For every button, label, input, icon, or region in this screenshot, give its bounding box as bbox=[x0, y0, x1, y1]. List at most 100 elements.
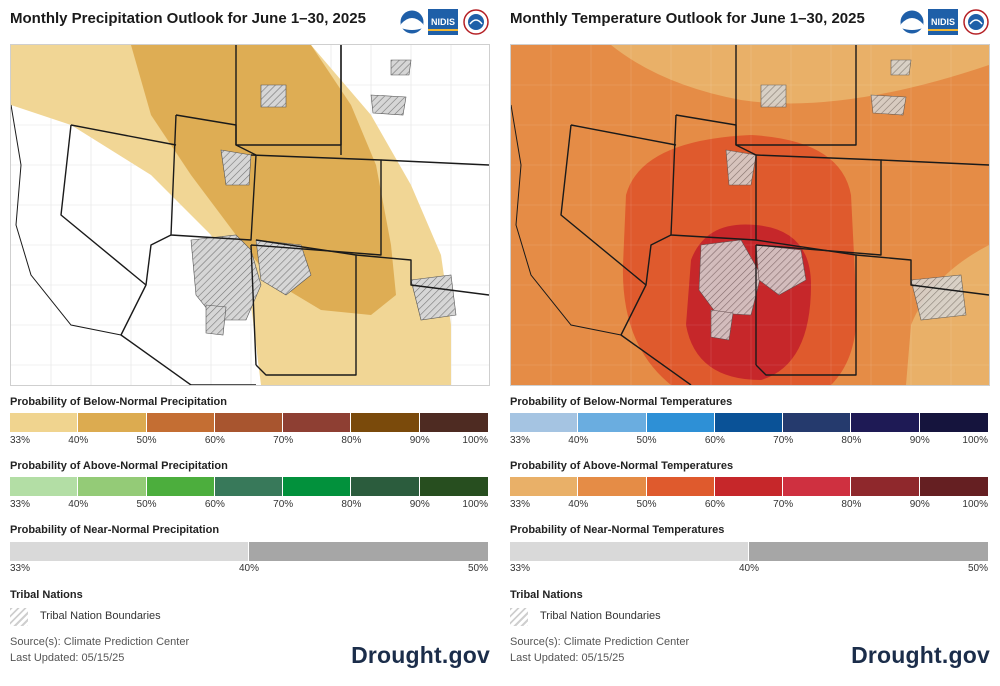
legend-tick-label: 70% bbox=[773, 435, 794, 446]
legend-tick-label: 33% bbox=[510, 435, 531, 446]
panel-title: Monthly Precipitation Outlook for June 1… bbox=[10, 10, 366, 27]
agency-logos: NIDIS bbox=[399, 9, 489, 35]
legend-tick-label: 50% bbox=[967, 563, 988, 574]
legend-heading-near: Probability of Near-Normal Temperatures bbox=[510, 524, 725, 536]
legend-tick-label: 70% bbox=[773, 499, 794, 510]
legend-swatch bbox=[78, 477, 147, 496]
panel-title: Monthly Temperature Outlook for June 1–3… bbox=[510, 10, 865, 27]
nws-logo-icon bbox=[463, 9, 489, 35]
legend-swatch bbox=[249, 542, 488, 561]
legend-tick-label: 40% bbox=[68, 435, 89, 446]
precipitation-outlook-map[interactable] bbox=[10, 44, 490, 386]
nidis-logo-icon: NIDIS bbox=[928, 9, 958, 35]
legend-swatch bbox=[351, 477, 420, 496]
legend-tick-label: 50% bbox=[136, 499, 157, 510]
legend-swatch bbox=[578, 413, 647, 432]
drought-gov-brand[interactable]: Drought.gov bbox=[851, 642, 990, 668]
tribal-heading: Tribal Nations bbox=[10, 589, 83, 601]
legend-swatch bbox=[851, 477, 920, 496]
legend-swatch bbox=[419, 413, 488, 432]
legend-tick-label: 60% bbox=[704, 499, 725, 510]
tribal-label: Tribal Nation Boundaries bbox=[40, 610, 161, 622]
legend-heading-above: Probability of Above-Normal Precipitatio… bbox=[10, 460, 228, 472]
legend-tick-label: 100% bbox=[462, 435, 488, 446]
legend-swatch bbox=[714, 477, 784, 496]
legend-swatch bbox=[10, 413, 79, 432]
legend-swatch bbox=[146, 413, 215, 432]
svg-text:NIDIS: NIDIS bbox=[431, 17, 455, 27]
legend-tick-label: 60% bbox=[204, 499, 225, 510]
legend-tick-label: 60% bbox=[204, 435, 225, 446]
legend-swatch bbox=[146, 477, 215, 496]
legend-swatch bbox=[10, 542, 249, 561]
legend-tick-label: 50% bbox=[636, 499, 657, 510]
legend-swatch bbox=[283, 413, 352, 432]
legend-tick-label: 50% bbox=[636, 435, 657, 446]
legend-swatch bbox=[510, 413, 579, 432]
legend-ticks-near: 33% 40% 50% bbox=[10, 563, 488, 577]
legend-heading-below: Probability of Below-Normal Temperatures bbox=[510, 396, 733, 408]
legend-bar-above bbox=[10, 477, 488, 496]
legend-tick-label: 90% bbox=[409, 499, 430, 510]
legend-tick-label: 60% bbox=[704, 435, 725, 446]
legend-heading-above: Probability of Above-Normal Temperatures bbox=[510, 460, 734, 472]
legend-tick-label: 33% bbox=[510, 563, 531, 574]
legend-tick-label: 33% bbox=[10, 563, 31, 574]
updated-text: Last Updated: 05/15/25 bbox=[510, 652, 625, 664]
legend-swatch bbox=[510, 542, 749, 561]
legend-tick-label: 100% bbox=[962, 435, 988, 446]
legend-tick-label: 40% bbox=[68, 499, 89, 510]
legend-bar-below bbox=[510, 413, 988, 432]
legend-tick-label: 40% bbox=[738, 563, 760, 574]
temperature-outlook-map[interactable] bbox=[510, 44, 990, 386]
legend-swatch bbox=[783, 413, 852, 432]
temperature-panel: Monthly Temperature Outlook for June 1–3… bbox=[510, 0, 990, 686]
legend-tick-label: 33% bbox=[10, 499, 31, 510]
legend-tick-label: 70% bbox=[273, 499, 294, 510]
legend-swatch bbox=[714, 413, 784, 432]
source-text: Source(s): Climate Prediction Center bbox=[510, 636, 690, 648]
legend-ticks-above: 33% 40% 50% 60% 70% 80% 90% 100% bbox=[10, 499, 488, 513]
legend-tick-label: 80% bbox=[341, 435, 362, 446]
tribal-legend: Tribal Nation Boundaries bbox=[10, 608, 310, 626]
below-normal-40-50-area bbox=[131, 45, 396, 315]
legend-bar-near bbox=[510, 542, 988, 561]
legend-swatch bbox=[283, 477, 352, 496]
legend-swatch bbox=[851, 413, 920, 432]
precipitation-panel: Monthly Precipitation Outlook for June 1… bbox=[10, 0, 490, 686]
legend-swatch bbox=[78, 413, 147, 432]
legend-tick-label: 70% bbox=[273, 435, 294, 446]
legend-swatch bbox=[783, 477, 852, 496]
legend-heading-below: Probability of Below-Normal Precipitatio… bbox=[10, 396, 227, 408]
legend-tick-label: 80% bbox=[841, 435, 862, 446]
legend-bar-below bbox=[10, 413, 488, 432]
legend-tick-label: 33% bbox=[510, 499, 531, 510]
above-normal-33-40-top bbox=[611, 45, 989, 104]
noaa-logo-icon bbox=[399, 9, 425, 35]
legend-tick-label: 90% bbox=[909, 435, 930, 446]
noaa-logo-icon bbox=[899, 9, 925, 35]
legend-swatch bbox=[919, 413, 988, 432]
legend-tick-label: 50% bbox=[467, 563, 488, 574]
legend-tick-label: 80% bbox=[341, 499, 362, 510]
legend-tick-label: 100% bbox=[962, 499, 988, 510]
legend-swatch bbox=[510, 477, 579, 496]
tribal-label: Tribal Nation Boundaries bbox=[540, 610, 661, 622]
hatch-swatch-icon bbox=[510, 608, 528, 626]
updated-text: Last Updated: 05/15/25 bbox=[10, 652, 125, 664]
legend-swatch bbox=[646, 413, 715, 432]
legend-tick-label: 33% bbox=[10, 435, 31, 446]
legend-swatch bbox=[214, 477, 284, 496]
tribal-heading: Tribal Nations bbox=[510, 589, 583, 601]
legend-swatch bbox=[351, 413, 420, 432]
legend-tick-label: 80% bbox=[841, 499, 862, 510]
drought-gov-brand[interactable]: Drought.gov bbox=[351, 642, 490, 668]
legend-swatch bbox=[214, 413, 284, 432]
legend-heading-near: Probability of Near-Normal Precipitation bbox=[10, 524, 220, 536]
legend-swatch bbox=[10, 477, 79, 496]
legend-tick-label: 90% bbox=[909, 499, 930, 510]
legend-swatch bbox=[419, 477, 488, 496]
legend-ticks-below: 33% 40% 50% 60% 70% 80% 90% 100% bbox=[10, 435, 488, 449]
hatch-swatch-icon bbox=[10, 608, 28, 626]
legend-tick-label: 40% bbox=[568, 499, 589, 510]
